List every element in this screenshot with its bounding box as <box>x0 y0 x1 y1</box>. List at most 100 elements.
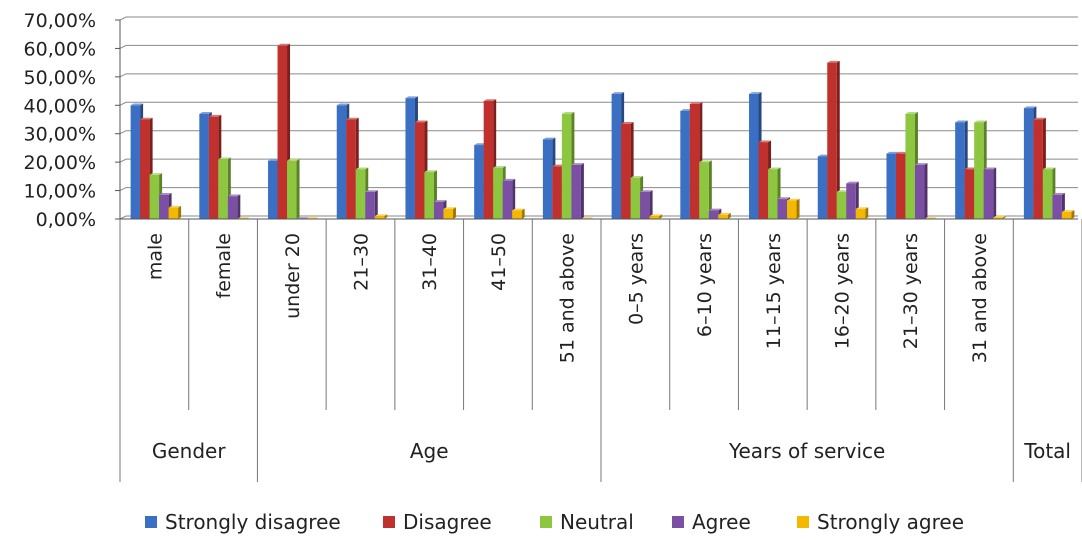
bar-top <box>424 170 437 173</box>
bar-top <box>680 109 693 111</box>
bar <box>336 105 347 219</box>
bar-top <box>708 208 722 211</box>
bar-top <box>817 154 831 157</box>
bar-top <box>542 137 556 140</box>
bar-top <box>749 92 762 94</box>
bar-top <box>502 178 516 181</box>
y-tick-label: 20,00% <box>24 152 96 174</box>
bar <box>827 62 837 220</box>
category-label: 31–40 <box>419 233 441 291</box>
bar-top <box>140 117 153 120</box>
category-label: under 20 <box>282 233 304 319</box>
bar-top <box>914 163 928 165</box>
bar <box>159 194 169 219</box>
bar-top <box>208 114 222 117</box>
bar-top <box>905 112 918 114</box>
bar <box>649 216 660 219</box>
bar <box>433 201 444 219</box>
bar <box>1042 169 1053 219</box>
bar <box>199 113 209 219</box>
bar-top <box>433 200 447 202</box>
bar <box>443 209 453 219</box>
bar <box>993 217 1003 219</box>
category-label: 41–50 <box>488 233 510 291</box>
bar <box>483 101 494 219</box>
bar-top <box>886 151 899 154</box>
bar <box>227 196 238 219</box>
legend-label: Strongly agree <box>817 510 964 534</box>
bar-top <box>611 92 625 94</box>
bar-top <box>1033 117 1046 120</box>
bar <box>630 177 641 219</box>
bar-top <box>1052 193 1065 195</box>
bar <box>611 93 622 219</box>
bar <box>502 180 513 219</box>
bar-top <box>621 121 634 124</box>
bar <box>268 160 278 219</box>
category-label: 11–15 years <box>763 233 785 349</box>
bar <box>405 98 415 219</box>
bar <box>218 159 228 219</box>
bar <box>493 167 503 219</box>
category-label: 31 and above <box>969 233 991 363</box>
bar <box>777 199 788 219</box>
bar <box>855 209 866 219</box>
bar-side <box>237 194 241 219</box>
bar-top <box>552 164 565 167</box>
bar <box>914 164 925 219</box>
bar-top <box>846 181 859 184</box>
bar <box>718 214 728 219</box>
bar-top <box>689 102 703 104</box>
bar <box>964 169 975 219</box>
bar <box>787 200 797 219</box>
bar <box>1023 108 1034 219</box>
legend-label: Agree <box>692 510 751 534</box>
bar-side <box>580 163 584 219</box>
category-label: 21–30 <box>351 233 373 291</box>
bar <box>886 153 896 219</box>
legend-swatch <box>540 516 552 528</box>
bar <box>621 123 631 219</box>
legend-label: Neutral <box>560 510 634 534</box>
bar <box>680 110 690 219</box>
y-tick-label: 0,00% <box>36 209 96 231</box>
bar-top <box>777 197 791 200</box>
bar-top <box>974 120 987 123</box>
bar-top <box>277 43 291 46</box>
group-label: Age <box>410 439 449 463</box>
bar-top <box>758 140 772 143</box>
bar <box>768 169 778 219</box>
bar <box>846 183 856 219</box>
legend-swatch <box>145 516 157 528</box>
bar <box>905 113 915 219</box>
bar-side <box>993 167 997 219</box>
bar-side <box>659 214 663 219</box>
group-label: Gender <box>152 439 226 463</box>
bar <box>561 113 572 219</box>
bar-top <box>640 190 653 192</box>
bar <box>287 160 297 219</box>
bar-top <box>405 96 418 99</box>
bar-top <box>474 143 487 146</box>
bar-top <box>218 157 231 160</box>
bar-top <box>1061 210 1075 212</box>
bar-side <box>296 158 300 219</box>
bar-top <box>365 190 378 192</box>
bar-top <box>955 120 968 123</box>
bar-top <box>355 167 369 170</box>
bar-top <box>1023 106 1037 109</box>
y-tick-label: 10,00% <box>24 181 96 203</box>
legend-swatch <box>383 516 395 528</box>
bar-top <box>168 205 182 208</box>
bar-top <box>855 207 869 210</box>
bar <box>355 169 366 219</box>
bar-top <box>483 99 497 102</box>
bar <box>708 210 719 219</box>
bar <box>699 162 709 219</box>
legend-swatch <box>797 516 809 528</box>
bar-top <box>699 160 712 163</box>
bar-side <box>865 207 869 219</box>
y-tick-label: 40,00% <box>24 95 96 117</box>
bar <box>140 119 150 219</box>
